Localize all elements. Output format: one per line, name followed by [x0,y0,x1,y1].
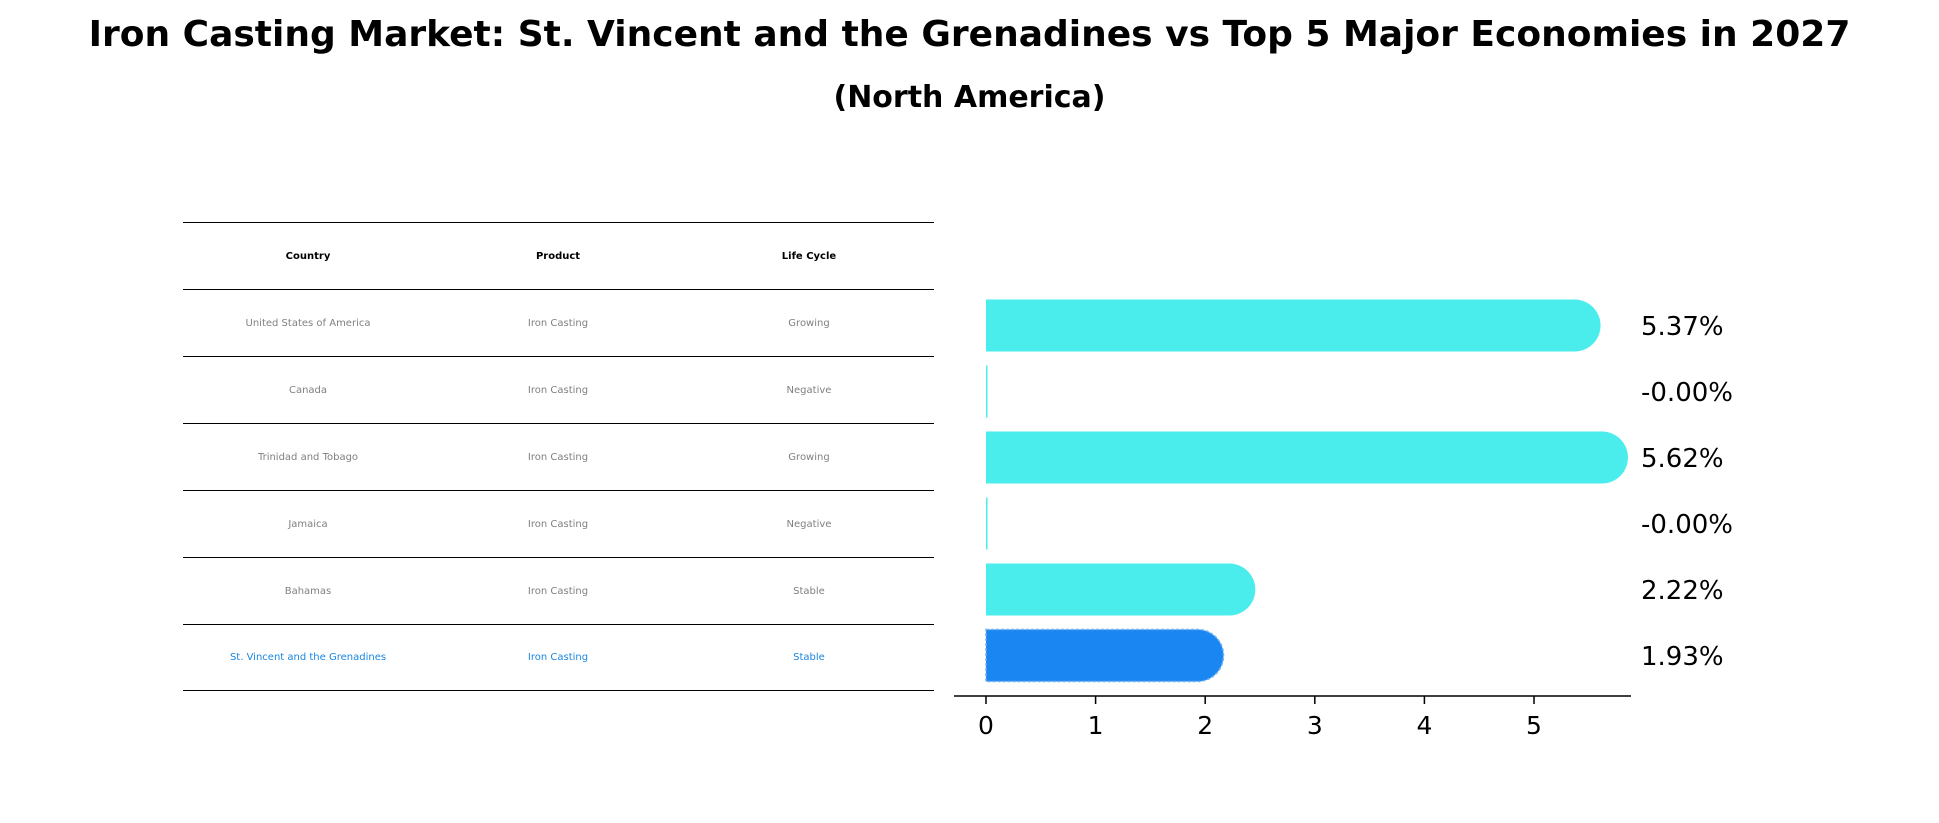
table-row: Trinidad and Tobago Iron Casting Growing [183,423,934,490]
chart-subtitle: (North America) [833,80,1106,115]
cell-country: Jamaica [288,518,328,530]
x-tick-label: 2 [1197,711,1213,740]
x-tick-label: 1 [1088,711,1104,740]
value-label: 2.22% [1641,576,1724,606]
cell-product: Iron Casting [527,652,589,663]
cell-country: Bahamas [284,585,332,597]
cell-country: Canada [288,384,328,396]
table-row: Jamaica Iron Casting Negative [183,490,934,557]
cell-country: United States of America [245,317,371,329]
value-label: -0.00% [1641,378,1733,408]
value-label: 1.93% [1641,642,1724,672]
chart-title: Iron Casting Market: St. Vincent and the… [88,14,1851,55]
cell-country: St. Vincent and the Grenadines [229,652,387,663]
value-label: 5.62% [1641,444,1724,474]
cell-country: Trinidad and Tobago [257,451,359,463]
header-country: Country [285,250,331,262]
value-label: 5.37% [1641,312,1724,342]
header-life-cycle: Life Cycle [781,250,837,262]
cell-product: Iron Casting [527,317,589,329]
bar [986,431,1628,484]
bar [986,497,988,550]
value-label: -0.00% [1641,510,1733,540]
bar [986,563,1256,616]
cell-life-cycle: Growing [788,317,830,329]
cell-life-cycle: Growing [788,451,830,463]
x-tick-label: 5 [1526,711,1542,740]
table-header-row: Country Product Life Cycle [183,222,934,289]
cell-product: Iron Casting [527,384,589,396]
table-row: Canada Iron Casting Negative [183,356,934,423]
x-tick-label: 4 [1416,711,1432,740]
header-product: Product [535,250,581,262]
bar [986,365,988,418]
x-axis: 0 1 2 3 4 5 [954,695,1631,740]
cell-life-cycle: Stable [793,652,825,663]
bar [986,299,1601,352]
table-row-highlighted: St. Vincent and the Grenadines Iron Cast… [183,624,934,691]
bar-group: 5.37% -0.00% 5.62% -0.00% 2.22% 1.93% [985,299,1733,683]
cell-life-cycle: Negative [786,518,832,530]
cell-life-cycle: Stable [793,585,825,597]
table-row: Bahamas Iron Casting Stable [183,557,934,624]
table-row: United States of America Iron Casting Gr… [183,289,934,356]
cell-life-cycle: Negative [786,384,832,396]
cell-product: Iron Casting [527,518,589,530]
data-table: Country Product Life Cycle United States… [183,222,934,691]
x-tick-label: 0 [978,711,994,740]
cell-product: Iron Casting [527,451,589,463]
bar-highlighted [985,628,1225,683]
cell-product: Iron Casting [527,585,589,597]
x-tick-label: 3 [1307,711,1323,740]
